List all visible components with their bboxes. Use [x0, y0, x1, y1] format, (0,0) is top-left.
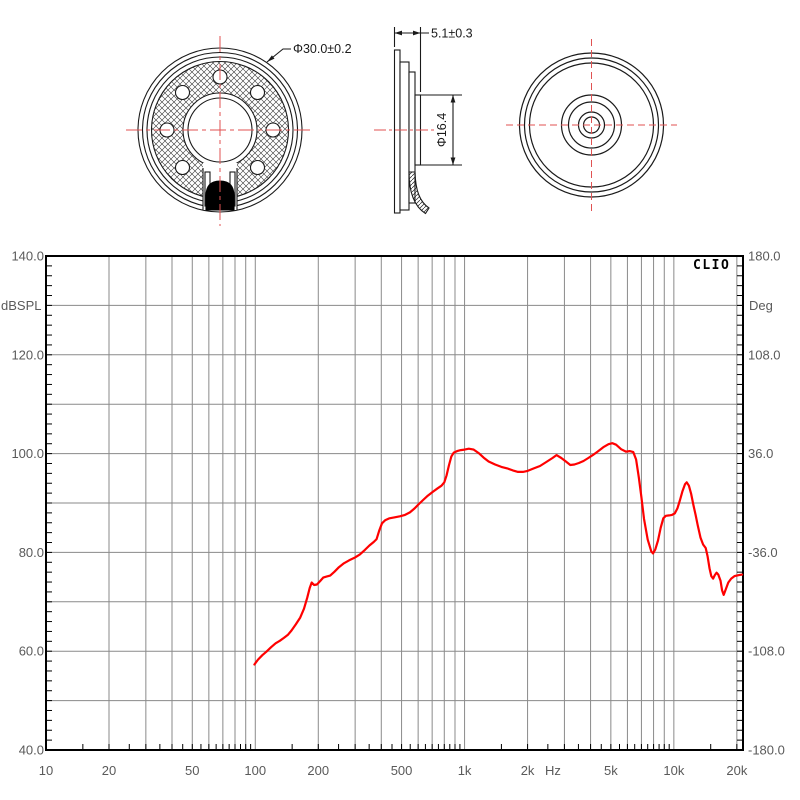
x-tick-label: 5k	[604, 763, 618, 778]
front-centerlines	[126, 36, 314, 226]
x-tick-label: 20	[102, 763, 116, 778]
speaker-side-view: 5.1±0.3 Φ16.4	[374, 27, 473, 215]
x-tick-label: 200	[307, 763, 329, 778]
clio-brand: CLIO	[693, 258, 730, 273]
y-right-tick-label: 36.0	[748, 446, 773, 461]
x-tick-label: 10	[39, 763, 53, 778]
speaker-back-view	[506, 39, 677, 212]
y-right-tick-label: -180.0	[748, 743, 785, 758]
y-right-tick-label: 180.0	[748, 249, 781, 264]
x-tick-label: 2k	[521, 763, 535, 778]
y-left-tick-label: 80.0	[19, 545, 44, 560]
y-left-tick-label: 60.0	[19, 644, 44, 659]
side-lead-wire	[408, 171, 430, 215]
front-diameter-label: Φ30.0±0.2	[293, 42, 352, 56]
speaker-front-view: Φ30.0±0.2	[126, 36, 352, 226]
side-magnet-label: Φ16.4	[435, 113, 449, 147]
x-tick-label: 500	[391, 763, 413, 778]
dimension-arrowhead	[267, 55, 275, 62]
frequency-response-chart: 140.0 120.0 100.0 80.0 60.0 40.0 180.0 108.0 36.…	[1, 249, 785, 779]
x-tick-label: 50	[185, 763, 199, 778]
x-tick-label: 20k	[726, 763, 747, 778]
y-left-tick-label: 140.0	[11, 249, 44, 264]
spl-axis-label: dBSPL	[1, 298, 41, 313]
x-tick-label: 100	[244, 763, 266, 778]
back-centerlines	[506, 39, 677, 212]
y-left-tick-label: 120.0	[11, 347, 44, 362]
y-right-tick-label: 108.0	[748, 347, 781, 362]
deg-axis-label: Deg	[749, 298, 773, 313]
x-tick-label: 1k	[458, 763, 472, 778]
y-right-tick-label: -36.0	[748, 545, 778, 560]
x-tick-label: 10k	[663, 763, 684, 778]
side-magnet-dimension: Φ16.4	[418, 94, 462, 166]
front-vent-holes	[159, 69, 281, 176]
speaker-mechanical-drawing: Φ30.0±0.2 5.1±0.3	[126, 27, 677, 226]
spl-curve	[253, 442, 744, 666]
side-thickness-dimension: 5.1±0.3	[393, 27, 473, 92]
front-diameter-dimension: Φ30.0±0.2	[266, 42, 352, 63]
hz-unit-label: Hz	[545, 763, 561, 778]
side-thickness-label: 5.1±0.3	[431, 27, 473, 41]
y-right-tick-label: -108.0	[748, 644, 785, 659]
plot-border	[45, 255, 744, 751]
y-left-tick-label: 100.0	[11, 446, 44, 461]
y-left-tick-label: 40.0	[19, 743, 44, 758]
